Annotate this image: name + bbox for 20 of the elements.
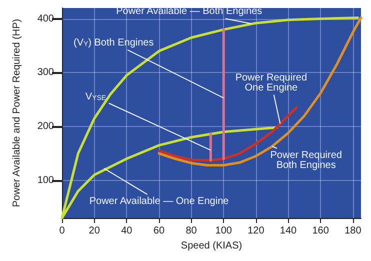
x-tick-label: 140 (280, 226, 298, 236)
x-tick-label: 160 (312, 226, 330, 236)
annotation: Power Required Both Engines (270, 150, 342, 171)
x-tick-label: 180 (344, 226, 362, 236)
x-tick-label: 100 (215, 226, 232, 236)
x-tick-label: 60 (153, 226, 165, 236)
annotation: Power Available — Both Engines (116, 6, 262, 18)
x-tick-label: 0 (59, 226, 66, 236)
annotation: Power Required One Engine (235, 72, 308, 94)
line-series (158, 106, 298, 162)
y-tick-label: 300 (37, 67, 54, 78)
x-tick-label: 80 (186, 226, 198, 236)
y-tick-label: 200 (37, 120, 54, 132)
x-tick-label: 20 (88, 226, 100, 236)
x-axis-title: Speed (KIAS) (180, 240, 242, 252)
x-tick-label: 40 (121, 226, 133, 236)
y-axis-title: Power Available and Power Required (HP) (12, 18, 22, 208)
y-tick-label: 100 (37, 174, 54, 186)
x-tick-label: 120 (248, 226, 265, 236)
annotation: Power Available — One Engine (89, 196, 230, 207)
